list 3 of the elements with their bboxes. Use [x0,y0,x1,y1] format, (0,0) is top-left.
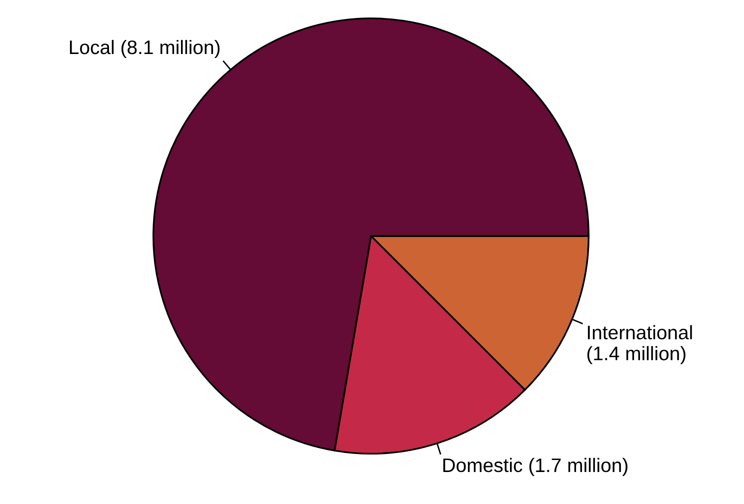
slice-label: International (1.4 million) [587,325,692,364]
slice-label: Domestic (1.7 million) [443,458,628,476]
slice-label: Local (8.1 million) [70,40,220,58]
